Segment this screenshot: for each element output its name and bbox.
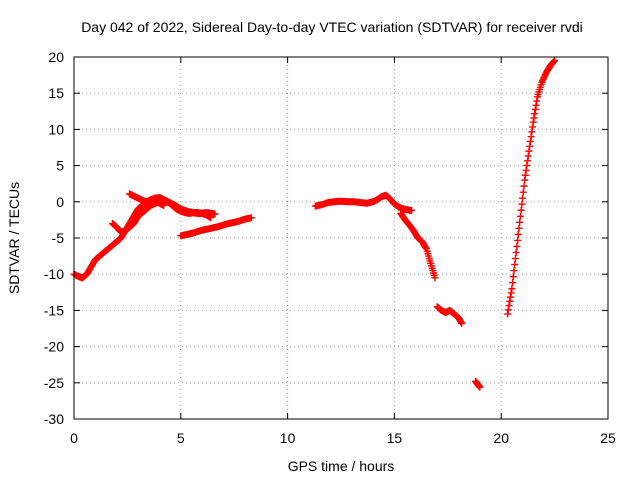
y-tick-label: -5 (52, 230, 65, 246)
data-point (511, 261, 519, 269)
series-arc-5 (311, 191, 415, 214)
data-point (509, 279, 517, 287)
data-point (538, 78, 546, 86)
series-arc-7 (433, 303, 466, 327)
data-point (526, 137, 534, 145)
data-point (550, 57, 558, 65)
data-point (476, 383, 484, 391)
series-arc-1 (70, 196, 168, 282)
chart-title: Day 042 of 2022, Sidereal Day-to-day VTE… (81, 19, 583, 35)
data-point (516, 218, 524, 226)
y-axis-label: SDTVAR / TECUs (6, 182, 22, 294)
data-point (510, 267, 518, 275)
data-point (508, 285, 516, 293)
data-point (518, 200, 526, 208)
x-tick-label: 0 (70, 430, 78, 446)
data-point (519, 188, 527, 196)
data-point (505, 302, 513, 310)
data-point (538, 77, 546, 85)
series-arc-8 (472, 377, 484, 391)
data-point (530, 114, 538, 122)
data-point (514, 230, 522, 238)
data-point (540, 74, 548, 82)
data-point (516, 212, 524, 220)
data-point (533, 97, 541, 105)
data-point (522, 166, 530, 174)
y-tick-label: 15 (48, 85, 64, 101)
data-point (527, 133, 535, 141)
data-point (541, 72, 549, 80)
data-point (207, 214, 215, 222)
y-tick-label: 0 (56, 194, 64, 210)
x-tick-label: 5 (177, 430, 185, 446)
data-point (512, 248, 520, 256)
data-point (521, 171, 529, 179)
data-point (517, 206, 525, 214)
data-point (525, 147, 533, 155)
data-point (515, 224, 523, 232)
data-point (529, 123, 537, 131)
y-tick-label: 20 (48, 49, 64, 65)
data-point (531, 110, 539, 118)
series-arc-3 (126, 190, 215, 222)
data-point (514, 236, 522, 244)
data-point (506, 297, 514, 305)
series-arc-6 (397, 209, 439, 282)
data-series (70, 57, 559, 391)
data-point (519, 194, 527, 202)
data-point (407, 206, 415, 214)
y-tick-label: 5 (56, 158, 64, 174)
data-point (532, 101, 540, 109)
data-point (509, 273, 517, 281)
axis-ticks (73, 56, 609, 420)
y-tick-label: -10 (44, 266, 64, 282)
y-tick-label: -25 (44, 375, 64, 391)
x-tick-label: 20 (493, 430, 509, 446)
data-point (431, 274, 439, 282)
y-tick-label: -30 (44, 411, 64, 427)
series-arc-9 (504, 57, 559, 318)
y-tick-label: 10 (48, 121, 64, 137)
data-point (528, 128, 536, 136)
tick-labels: 0 5 10 15 20 25 -30 -25 -20 -15 -10 -5 0 5 10 15 20 (44, 49, 616, 446)
x-axis-label: GPS time / hours (288, 458, 395, 474)
plot-frame (73, 56, 609, 420)
x-tick-label: 25 (600, 430, 616, 446)
data-point (523, 162, 531, 170)
grid-lines (74, 57, 608, 419)
data-point (504, 310, 512, 318)
data-point (531, 105, 539, 113)
data-point (524, 157, 532, 165)
data-point (211, 210, 219, 218)
data-point (526, 142, 534, 150)
data-point (458, 319, 466, 327)
x-tick-label: 15 (387, 430, 403, 446)
data-point (422, 244, 430, 252)
data-point (521, 176, 529, 184)
data-point (506, 293, 514, 301)
series-arc-4 (177, 214, 255, 240)
data-point (247, 214, 255, 222)
data-point (524, 152, 532, 160)
data-point (513, 242, 521, 250)
data-point (504, 306, 512, 314)
data-point (507, 289, 515, 297)
data-point (529, 118, 537, 126)
x-tick-label: 10 (280, 430, 296, 446)
data-point (539, 75, 547, 83)
data-point (520, 182, 528, 190)
y-tick-label: -15 (44, 302, 64, 318)
y-tick-label: -20 (44, 339, 64, 355)
data-point (551, 57, 559, 65)
data-point (511, 255, 519, 263)
